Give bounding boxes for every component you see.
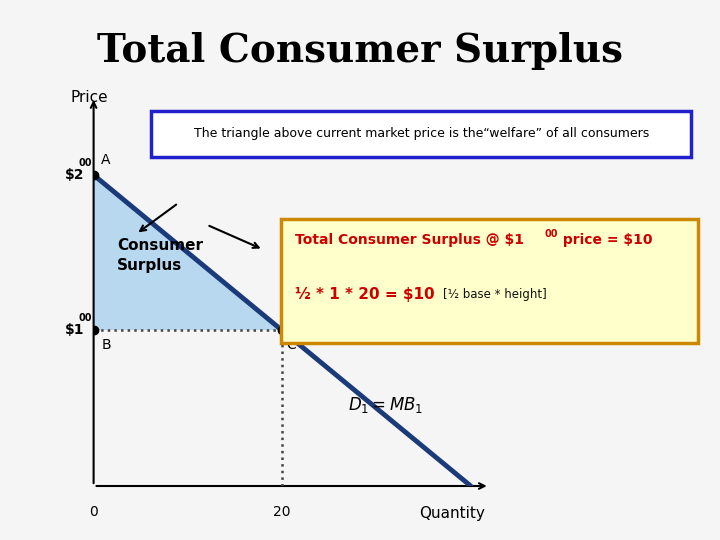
- Text: C: C: [286, 338, 296, 352]
- Text: [½ base * height]: [½ base * height]: [443, 288, 546, 301]
- Text: Total Consumer Surplus: Total Consumer Surplus: [97, 32, 623, 70]
- Text: $2: $2: [65, 168, 84, 182]
- Text: A: A: [101, 153, 111, 167]
- Text: ½ * 1 * 20 = $10: ½ * 1 * 20 = $10: [295, 287, 435, 302]
- Text: 00: 00: [544, 229, 558, 239]
- Text: Quantity: Quantity: [419, 506, 485, 521]
- Text: $1: $1: [65, 323, 84, 338]
- Polygon shape: [94, 175, 282, 330]
- Text: Total Consumer Surplus @ $1: Total Consumer Surplus @ $1: [295, 233, 524, 247]
- Text: The triangle above current market price is the“welfare” of all consumers: The triangle above current market price …: [194, 127, 649, 140]
- Text: price = $10: price = $10: [558, 233, 652, 247]
- Text: 0: 0: [89, 505, 98, 518]
- Text: 00: 00: [78, 158, 91, 167]
- Text: 00: 00: [78, 313, 91, 323]
- Text: B: B: [101, 338, 111, 352]
- Text: 20: 20: [274, 505, 291, 518]
- Text: Price: Price: [70, 90, 108, 105]
- Text: $D_1 = MB_1$: $D_1 = MB_1$: [348, 395, 423, 415]
- Text: Consumer
Surplus: Consumer Surplus: [117, 239, 203, 273]
